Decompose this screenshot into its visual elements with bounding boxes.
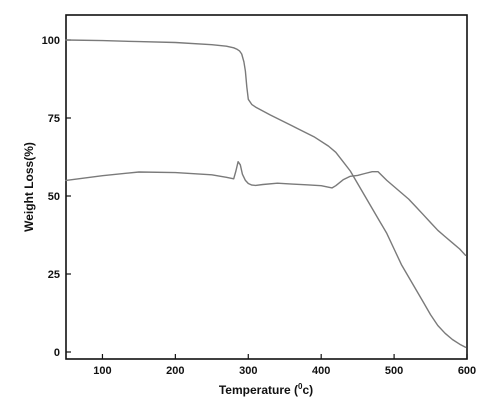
y-tick-label: 0 (54, 347, 60, 359)
series-line-2 (65, 161, 467, 256)
x-tick-label: 600 (458, 365, 476, 377)
x-tick-label: 500 (385, 365, 403, 377)
series-group (65, 39, 467, 348)
x-tick-label: 100 (93, 365, 111, 377)
series-line-1 (65, 39, 467, 348)
y-tick-label: 50 (48, 191, 60, 203)
y-axis-title: Weight Loss(%) (22, 142, 36, 232)
plot-frame (65, 14, 468, 360)
y-tick-label: 75 (48, 113, 60, 125)
x-tick-label: 200 (166, 365, 184, 377)
y-tick-label: 25 (48, 269, 60, 281)
x-axis-title: Temperature (0c) (219, 382, 313, 397)
y-tick-label: 100 (42, 35, 60, 47)
tick-labels: 100 200 300 400 500 600 0 25 50 75 100 (42, 35, 477, 377)
x-tick-label: 300 (239, 365, 257, 377)
tick-marks (66, 39, 468, 359)
x-tick-label: 400 (312, 365, 330, 377)
